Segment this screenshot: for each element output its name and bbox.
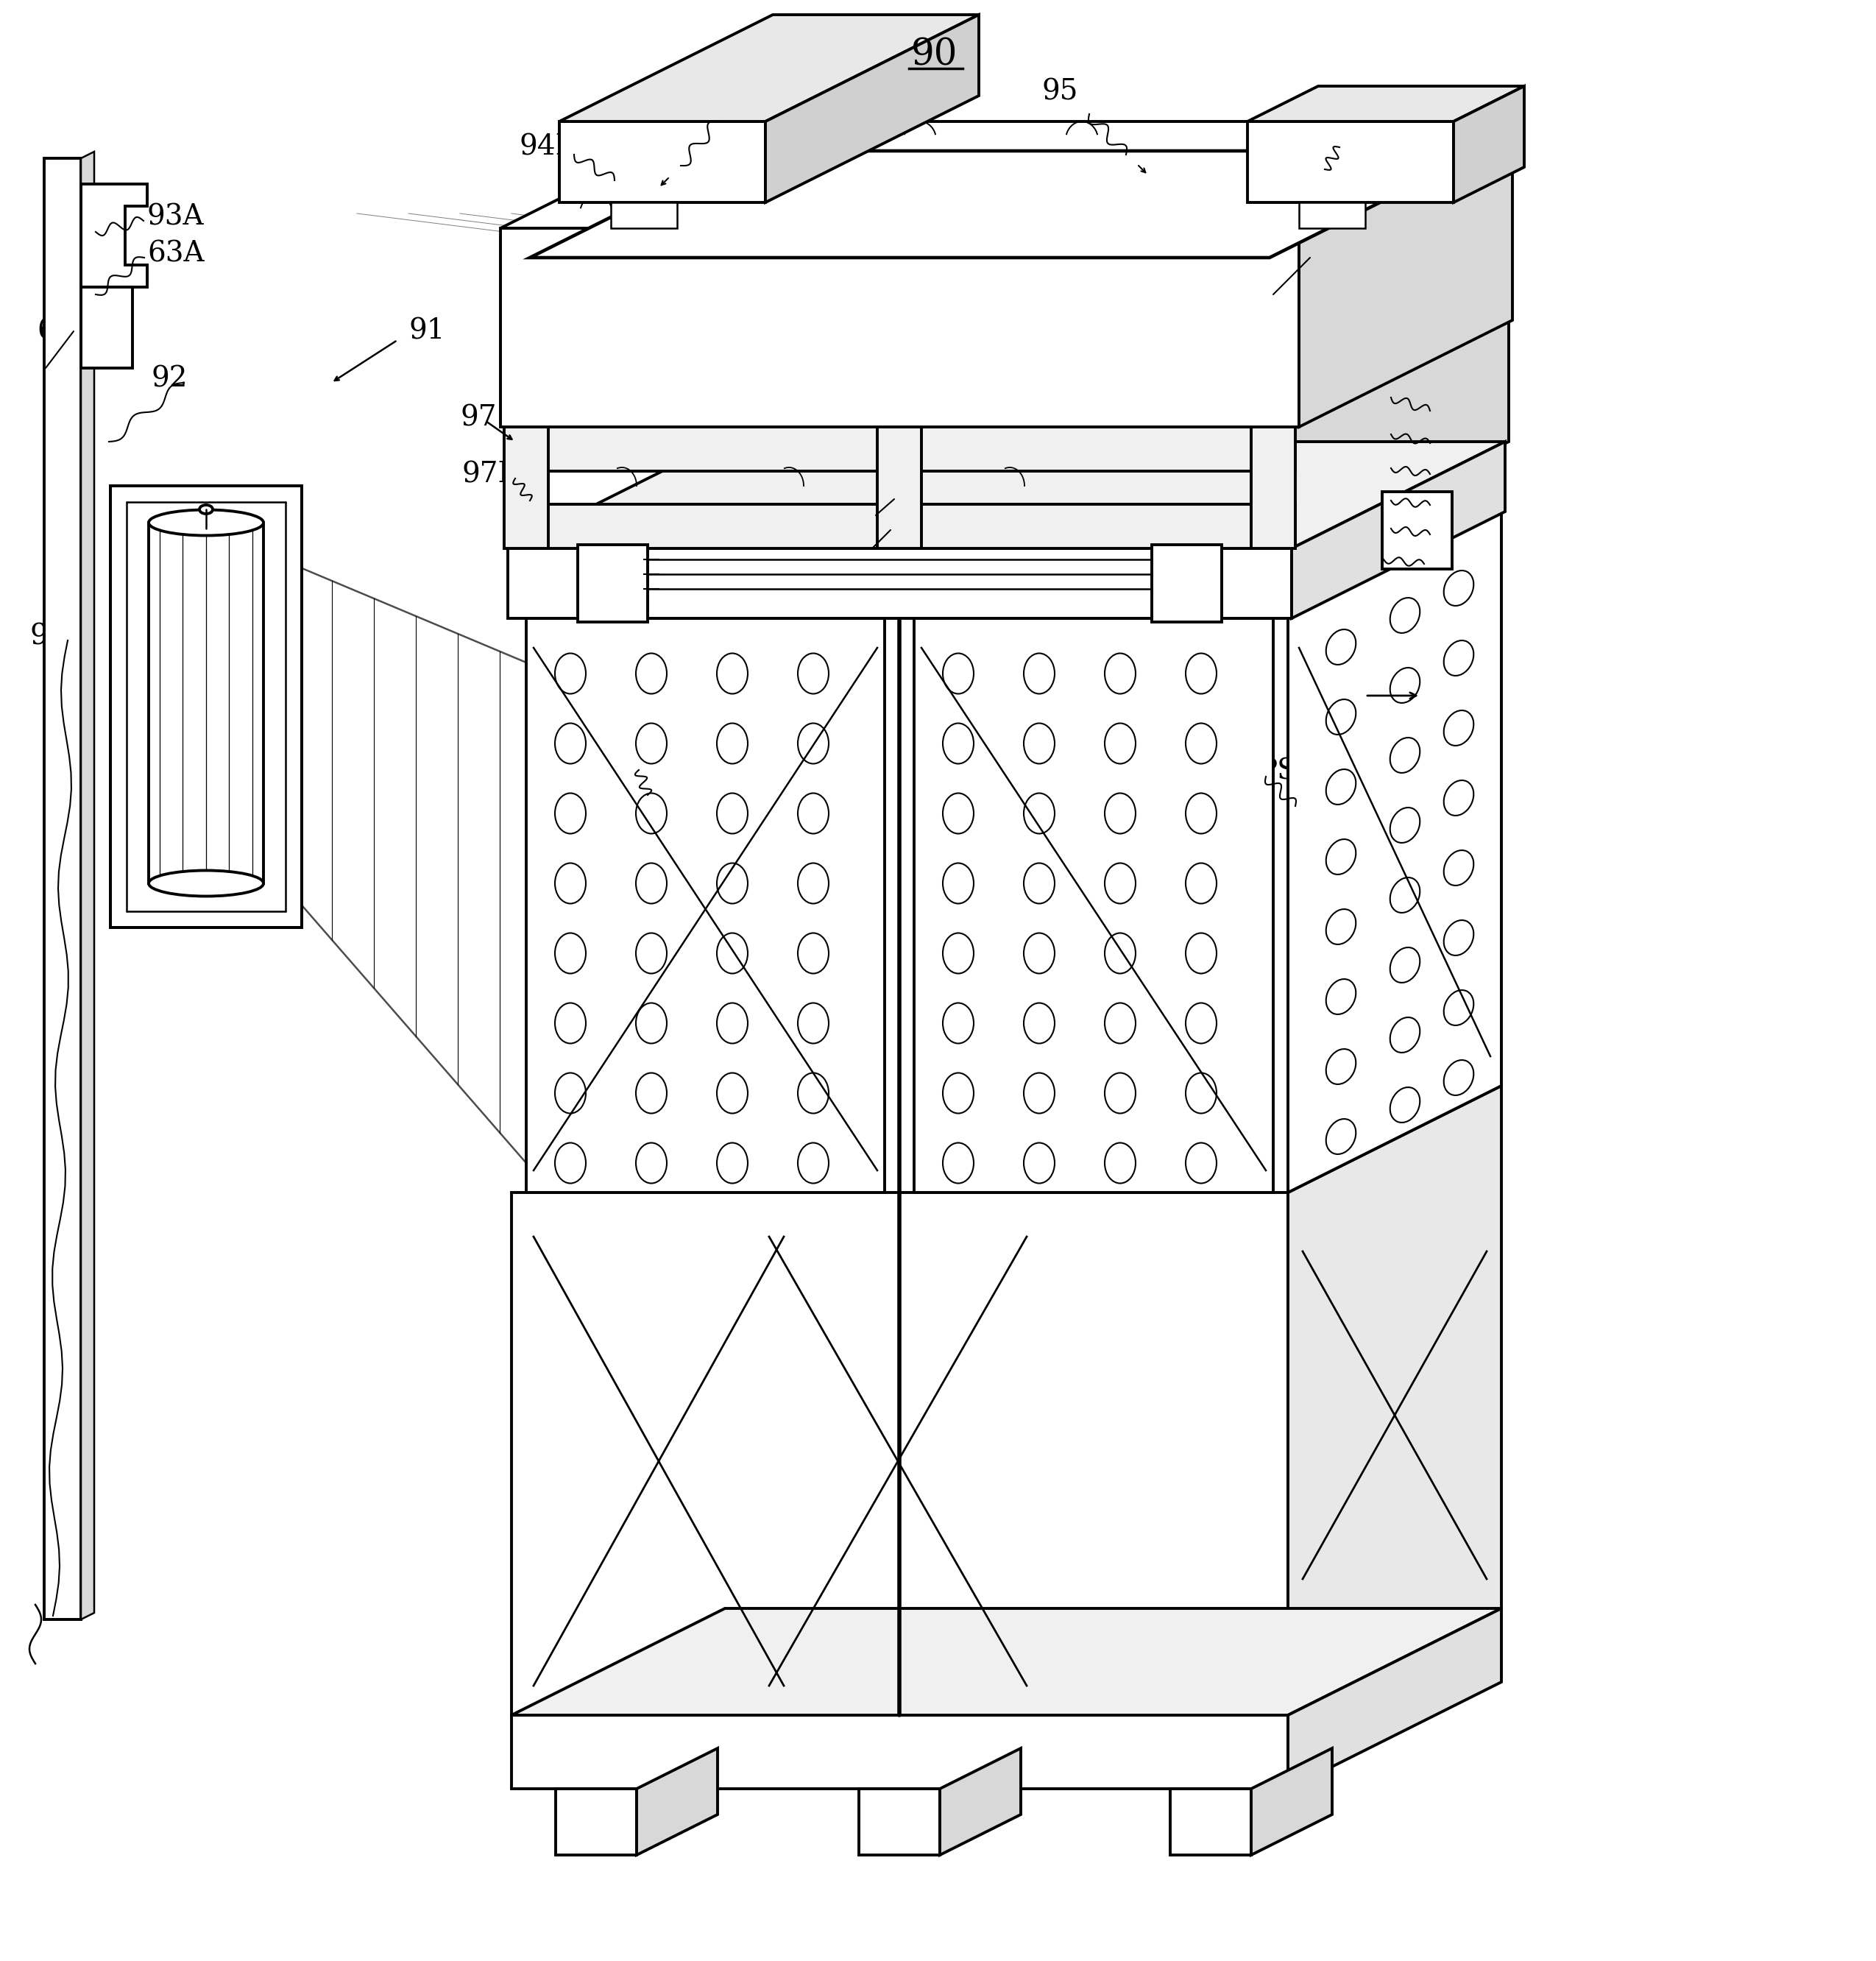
Polygon shape: [505, 427, 1294, 549]
Polygon shape: [45, 159, 81, 1620]
Text: 97: 97: [460, 404, 497, 431]
Polygon shape: [921, 471, 1251, 504]
Ellipse shape: [148, 510, 263, 535]
Polygon shape: [501, 227, 1298, 427]
Polygon shape: [1289, 1086, 1501, 1716]
Polygon shape: [529, 151, 1484, 257]
Text: H: H: [1428, 549, 1452, 577]
Ellipse shape: [148, 871, 263, 896]
Text: 96C: 96C: [854, 486, 912, 512]
Polygon shape: [508, 441, 1505, 549]
Text: 97B: 97B: [461, 461, 520, 488]
Polygon shape: [512, 1716, 1289, 1788]
Polygon shape: [81, 286, 133, 369]
Polygon shape: [508, 549, 1293, 618]
Polygon shape: [505, 427, 548, 549]
Polygon shape: [505, 427, 1294, 471]
Text: 93A: 93A: [146, 204, 204, 231]
Text: P': P': [1428, 682, 1456, 710]
Polygon shape: [81, 151, 94, 1620]
Polygon shape: [527, 618, 885, 1192]
Polygon shape: [1152, 545, 1221, 622]
Text: 96D: 96D: [1435, 459, 1495, 486]
Text: 63A: 63A: [146, 241, 204, 267]
Polygon shape: [1298, 202, 1366, 227]
Polygon shape: [548, 471, 878, 504]
Polygon shape: [81, 184, 146, 286]
Polygon shape: [559, 122, 765, 202]
Polygon shape: [1293, 441, 1505, 618]
Polygon shape: [1454, 86, 1523, 202]
Text: 94B: 94B: [520, 133, 576, 161]
Text: 91: 91: [409, 318, 445, 345]
Polygon shape: [505, 320, 1508, 427]
Polygon shape: [636, 1749, 719, 1855]
Polygon shape: [512, 1192, 1289, 1716]
Text: 90: 90: [912, 37, 959, 73]
Text: 94: 94: [722, 86, 758, 114]
Polygon shape: [612, 202, 677, 227]
Polygon shape: [148, 524, 263, 882]
Polygon shape: [555, 1788, 636, 1855]
Polygon shape: [914, 618, 1274, 1192]
Text: 96: 96: [1435, 398, 1471, 424]
Text: 96E: 96E: [1435, 520, 1493, 547]
Text: 95: 95: [1041, 78, 1079, 106]
Polygon shape: [1248, 122, 1454, 202]
Polygon shape: [1383, 492, 1452, 569]
Polygon shape: [578, 545, 647, 622]
Polygon shape: [1251, 427, 1294, 549]
Text: PS2: PS2: [632, 751, 690, 779]
Polygon shape: [1289, 1608, 1501, 1788]
Polygon shape: [1294, 320, 1508, 549]
Polygon shape: [765, 16, 979, 202]
Polygon shape: [1248, 86, 1523, 122]
Polygon shape: [559, 16, 979, 122]
Text: PS1: PS1: [1259, 757, 1315, 784]
Text: 95E: 95E: [1435, 490, 1493, 518]
Polygon shape: [126, 502, 285, 912]
Text: 96D: 96D: [846, 516, 906, 541]
Text: 63: 63: [38, 318, 73, 345]
Polygon shape: [1171, 1788, 1251, 1855]
Polygon shape: [940, 1749, 1021, 1855]
Text: 96A: 96A: [1214, 243, 1272, 271]
Polygon shape: [111, 486, 302, 928]
Polygon shape: [1289, 512, 1501, 1192]
Polygon shape: [878, 427, 921, 549]
Text: 93: 93: [30, 624, 66, 651]
Text: 96B: 96B: [1435, 427, 1493, 455]
Text: 95B: 95B: [1294, 126, 1353, 153]
Polygon shape: [1298, 122, 1512, 427]
Text: 92: 92: [150, 365, 188, 392]
Polygon shape: [501, 122, 1512, 227]
Polygon shape: [859, 1788, 940, 1855]
Ellipse shape: [199, 506, 212, 514]
Polygon shape: [1251, 1749, 1332, 1855]
Polygon shape: [505, 504, 1294, 549]
Polygon shape: [512, 1608, 1501, 1716]
